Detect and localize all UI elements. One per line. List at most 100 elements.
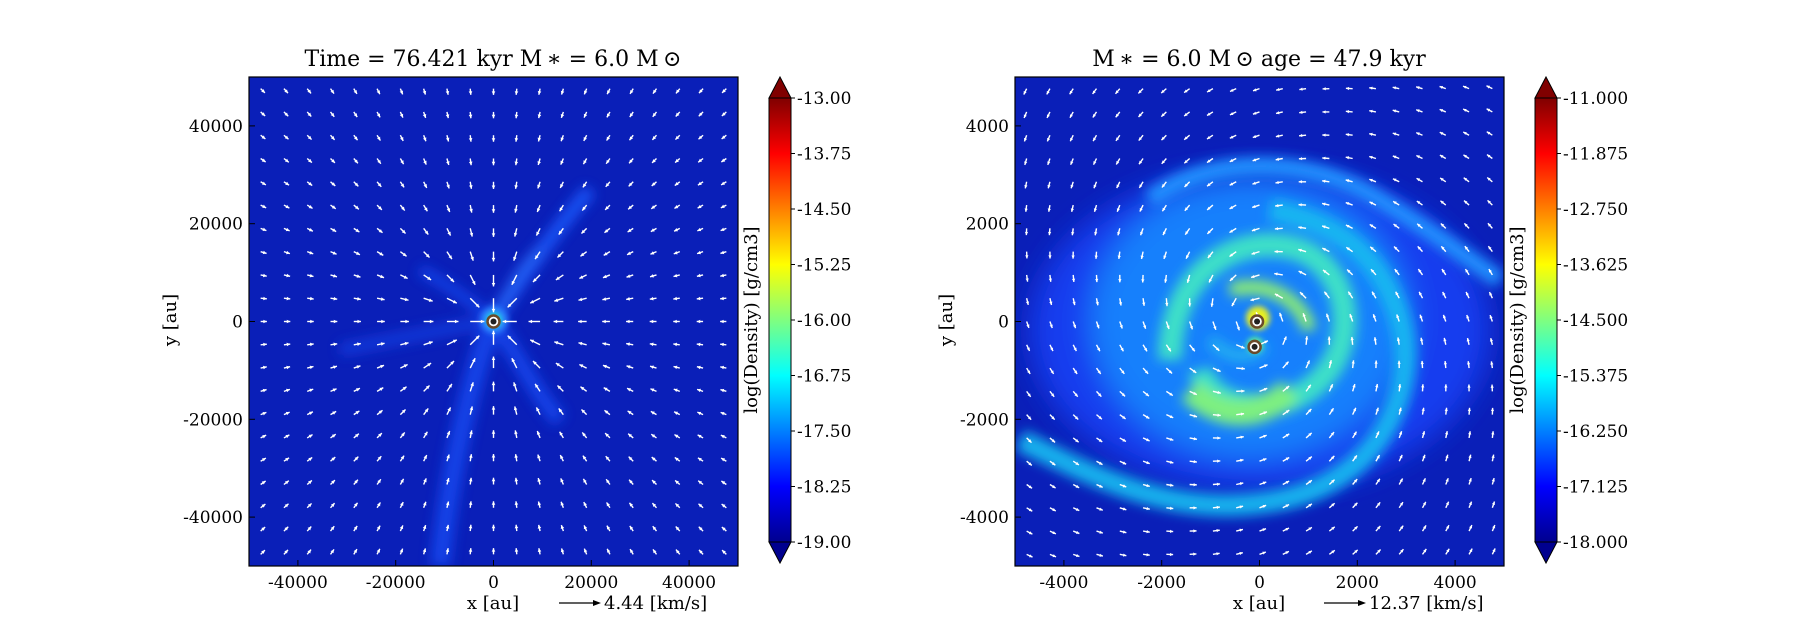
left-velocity-arrowhead [376, 90, 380, 95]
right-velocity-arrowhead [1262, 551, 1266, 555]
right-velocity-arrowhead [1308, 480, 1312, 484]
left-velocity-arrowhead [720, 411, 725, 416]
right-velocity-arrowhead [1241, 345, 1245, 349]
right-velocity-arrowhead [1300, 292, 1304, 296]
left-velocity-arrowhead [446, 208, 451, 213]
right-velocity-arrowhead [1191, 347, 1195, 352]
right-velocity-arrowhead [1138, 137, 1142, 141]
left-velocity-arrowhead [330, 503, 335, 507]
left-velocity-arrowhead [537, 524, 542, 529]
left-velocity-arrowhead [330, 112, 335, 117]
right-velocity-arrowhead [1094, 231, 1098, 236]
left-velocity-field [260, 88, 727, 555]
left-velocity-arrowhead [673, 250, 678, 255]
left-velocity-arrowhead [491, 381, 496, 386]
left-velocity-arrowhead [491, 330, 496, 335]
left-colorbar-tick-label: -13.75 [797, 145, 851, 165]
right-velocity-arrowhead [1142, 302, 1146, 306]
left-velocity-arrowhead [331, 159, 335, 163]
left-velocity-arrowhead [353, 549, 357, 554]
right-y-tick-label: -2000 [960, 410, 1009, 430]
right-velocity-arrowhead [1276, 87, 1280, 92]
left-velocity-arrowhead [649, 342, 654, 347]
right-velocity-arrowhead [1184, 136, 1188, 140]
left-velocity-arrowhead [446, 478, 450, 482]
right-velocity-arrowhead [1098, 415, 1102, 420]
right-velocity-arrowhead [1418, 269, 1422, 273]
left-velocity-arrowhead [554, 341, 559, 345]
right-y-axis-label: y [au] [936, 294, 957, 347]
right-velocity-arrowhead [1119, 325, 1123, 329]
right-velocity-arrowhead [1146, 461, 1150, 465]
right-velocity-arrowhead [1305, 336, 1309, 340]
right-velocity-arrowhead [1377, 525, 1381, 530]
right-velocity-arrowhead [1146, 483, 1150, 488]
right-velocity-arrowhead [1298, 203, 1302, 207]
right-velocity-arrowhead [1345, 86, 1350, 91]
right-velocity-arrowhead [1394, 246, 1398, 250]
right-velocity-arrowhead [1215, 347, 1220, 351]
left-velocity-arrowhead [263, 296, 267, 301]
left-velocity-arrowhead [424, 408, 429, 413]
left-velocity-arrowhead [507, 303, 512, 308]
right-velocity-arrowhead [1262, 481, 1267, 485]
right-velocity-arrowhead [1207, 230, 1211, 234]
right-velocity-arrowhead [1285, 457, 1290, 461]
left-velocity-arrowhead [650, 411, 655, 415]
right-velocity-arrowhead [1122, 461, 1127, 465]
left-velocity-arrowhead [513, 406, 518, 411]
right-velocity-arrowhead [1370, 269, 1375, 273]
left-colorbar: -13.00 -13.75 -14.50 -15.25 -16.00 -16.75 -17.… [741, 75, 851, 565]
right-velocity-arrowhead [1071, 231, 1075, 236]
left-velocity-arrowhead [698, 503, 703, 508]
left-velocity-arrowhead [307, 112, 312, 117]
right-velocity-arrowhead [1217, 390, 1221, 395]
left-velocity-arrowhead [309, 273, 314, 278]
left-velocity-arrowhead [583, 160, 587, 165]
left-velocity-arrowhead [380, 297, 385, 301]
right-velocity-arrowhead [1394, 269, 1398, 273]
left-velocity-arrowhead [696, 342, 701, 347]
right-velocity-arrowhead [1072, 324, 1077, 329]
right-velocity-arrowhead [1369, 86, 1373, 90]
left-velocity-arrowhead [698, 112, 703, 117]
left-velocity-arrowhead [450, 360, 455, 365]
right-velocity-arrowhead [1144, 370, 1149, 374]
left-velocity-arrowhead [514, 501, 519, 506]
left-velocity-arrowhead [377, 479, 381, 484]
left-velocity-arrowhead [332, 411, 337, 415]
left-velocity-arrowhead [553, 319, 558, 324]
right-velocity-arrowhead [1023, 114, 1027, 118]
right-velocity-arrowhead [1116, 160, 1120, 165]
right-colorbar: -11.000 -11.875 -12.750 -13.625 -14.500 -15.3… [1507, 75, 1628, 565]
right-velocity-arrowhead [1023, 90, 1027, 95]
right-velocity-arrowhead [1095, 301, 1099, 306]
right-velocity-arrowhead [1416, 109, 1420, 113]
right-velocity-arrowhead [1122, 415, 1126, 419]
right-sink-core [1251, 343, 1258, 350]
left-velocity-arrowhead [560, 478, 564, 483]
right-velocity-arrowhead [1184, 89, 1188, 93]
left-velocity-arrowhead [602, 319, 606, 324]
right-velocity-arrowhead [1169, 415, 1174, 418]
left-velocity-arrowhead [307, 503, 312, 508]
right-velocity-arrowhead [1027, 393, 1031, 397]
right-velocity-arrowhead [1354, 502, 1358, 507]
right-velocity-arrowhead [1467, 361, 1471, 365]
right-velocity-arrowhead [1322, 202, 1326, 206]
right-velocity-arrowhead [1369, 201, 1374, 205]
right-velocity-arrowhead [1285, 504, 1290, 508]
right-velocity-arrowhead [1241, 366, 1245, 371]
left-velocity-arrowhead [286, 388, 290, 393]
left-velocity-arrowhead [307, 526, 312, 531]
left-velocity-arrowhead [583, 548, 588, 553]
left-velocity-arrowhead [480, 319, 485, 324]
left-velocity-arrowhead [452, 339, 457, 344]
right-velocity-arrowhead [1052, 508, 1056, 511]
left-velocity-arrowhead [514, 208, 518, 213]
left-velocity-arrowhead [285, 227, 290, 232]
right-velocity-arrowhead [1122, 507, 1127, 511]
right-velocity-arrowhead [1117, 231, 1121, 236]
left-velocity-arrowhead [380, 364, 385, 369]
left-velocity-arrowhead [696, 319, 701, 324]
